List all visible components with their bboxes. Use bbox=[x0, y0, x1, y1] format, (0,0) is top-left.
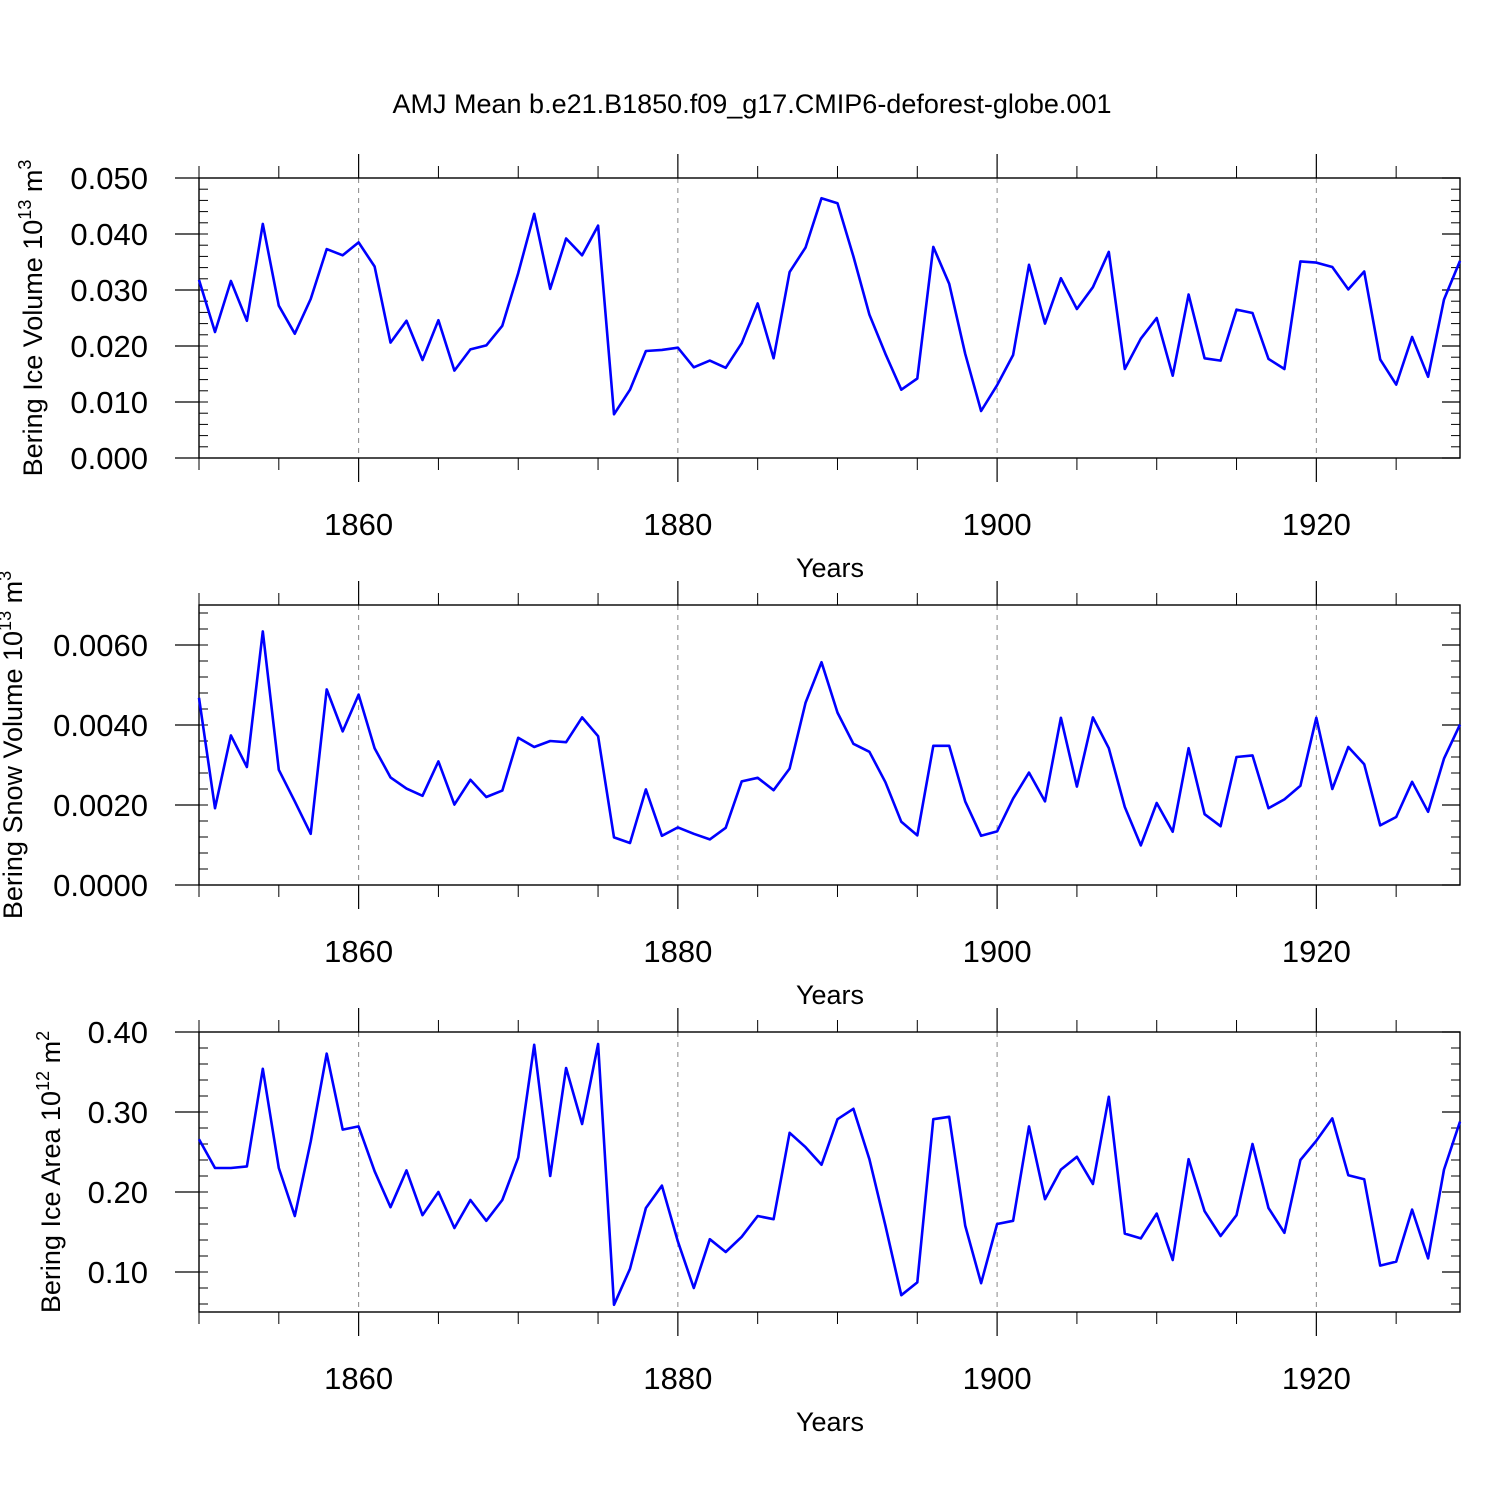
x-tick-label: 1880 bbox=[643, 934, 712, 969]
chart-panel-2: 0.0000 0.0020 0.0040 0.0060 1860 1880 1900 1920… bbox=[0, 571, 1462, 1010]
y-tick-label: 0.010 bbox=[70, 385, 148, 420]
plot-frame bbox=[198, 604, 1461, 886]
series-line bbox=[197, 1042, 1462, 1307]
series-line bbox=[197, 196, 1462, 416]
y-tick-label: 0.30 bbox=[88, 1095, 148, 1130]
y-tick-label: 0.40 bbox=[88, 1015, 148, 1050]
x-tick-label: 1900 bbox=[963, 1361, 1032, 1396]
y-tick-label: 0.20 bbox=[88, 1175, 148, 1210]
y-tick-label: 0.0040 bbox=[53, 708, 148, 743]
x-tick-label: 1860 bbox=[324, 507, 393, 542]
x-axis-label: Years bbox=[796, 980, 864, 1010]
y-tick-label: 0.0000 bbox=[53, 868, 148, 903]
y-axis-label: Bering Ice Area 1012 m2 bbox=[33, 1031, 66, 1313]
x-axis-label: Years bbox=[796, 553, 864, 583]
x-tick-label: 1920 bbox=[1282, 1361, 1351, 1396]
chart-panel-3: 0.10 0.20 0.30 0.40 1860 1880 1900 1920 Years Ber… bbox=[33, 1008, 1462, 1437]
x-tick-label: 1900 bbox=[963, 507, 1032, 542]
chart-panel-1: 0.000 0.010 0.020 0.030 0.040 0.050 1860 1880 19… bbox=[15, 154, 1462, 583]
y-axis-label: Bering Snow Volume 1013 m3 bbox=[0, 571, 28, 919]
x-tick-label: 1860 bbox=[324, 934, 393, 969]
x-axis-label: Years bbox=[796, 1407, 864, 1437]
x-tick-label: 1920 bbox=[1282, 507, 1351, 542]
y-tick-label: 0.10 bbox=[88, 1255, 148, 1290]
y-tick-label: 0.020 bbox=[70, 329, 148, 364]
x-tick-label: 1880 bbox=[643, 1361, 712, 1396]
x-tick-label: 1860 bbox=[324, 1361, 393, 1396]
x-tick-label: 1880 bbox=[643, 507, 712, 542]
y-tick-label: 0.0020 bbox=[53, 788, 148, 823]
chart-title: AMJ Mean b.e21.B1850.f09_g17.CMIP6-defor… bbox=[393, 89, 1112, 119]
y-tick-label: 0.040 bbox=[70, 217, 148, 252]
y-axis-label: Bering Ice Volume 1013 m3 bbox=[15, 160, 48, 477]
y-tick-label: 0.0060 bbox=[53, 628, 148, 663]
x-tick-label: 1900 bbox=[963, 934, 1032, 969]
plot-frame bbox=[198, 1031, 1461, 1313]
y-tick-label: 0.000 bbox=[70, 441, 148, 476]
x-tick-label: 1920 bbox=[1282, 934, 1351, 969]
y-tick-label: 0.050 bbox=[70, 161, 148, 196]
y-tick-label: 0.030 bbox=[70, 273, 148, 308]
series-line bbox=[197, 630, 1462, 847]
plot-frame bbox=[198, 177, 1461, 459]
